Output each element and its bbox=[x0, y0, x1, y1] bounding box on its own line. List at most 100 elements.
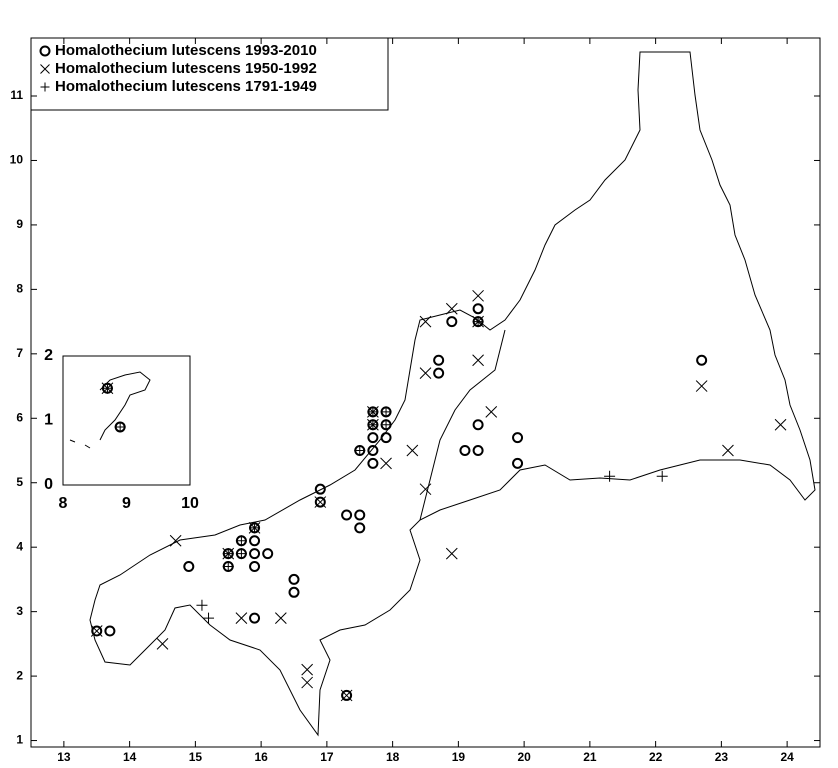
x-tick-label: 15 bbox=[189, 750, 203, 764]
point bbox=[485, 405, 498, 418]
point bbox=[445, 547, 458, 560]
y-tick-label: 6 bbox=[16, 410, 23, 424]
point bbox=[446, 316, 458, 328]
point bbox=[222, 561, 234, 573]
y-tick-label: 1 bbox=[16, 733, 23, 747]
y-tick-label: 10 bbox=[10, 153, 24, 167]
point bbox=[104, 625, 116, 637]
y-tick-label: 8 bbox=[16, 282, 23, 296]
point bbox=[249, 522, 261, 534]
y-tick-label: 0 bbox=[44, 476, 53, 493]
point bbox=[433, 367, 445, 379]
point bbox=[90, 625, 103, 637]
point bbox=[367, 406, 379, 418]
point bbox=[222, 548, 234, 560]
point bbox=[774, 418, 787, 431]
point bbox=[459, 445, 471, 457]
x-tick-label: 9 bbox=[122, 495, 131, 512]
inset-frame bbox=[62, 355, 191, 486]
point bbox=[249, 612, 261, 624]
x-tick-label: 8 bbox=[59, 495, 68, 512]
legend-symbol bbox=[40, 64, 50, 74]
y-tick-label: 7 bbox=[16, 346, 23, 360]
y-tick-label: 9 bbox=[16, 217, 23, 231]
point bbox=[445, 302, 458, 315]
point bbox=[314, 496, 327, 508]
point bbox=[695, 380, 708, 392]
x-tick-label: 20 bbox=[517, 750, 531, 764]
point bbox=[196, 599, 208, 611]
point bbox=[406, 444, 419, 457]
inner-boundary bbox=[419, 329, 506, 521]
point bbox=[604, 470, 616, 482]
point bbox=[512, 432, 524, 444]
y-tick-label: 4 bbox=[16, 539, 23, 553]
point bbox=[235, 612, 248, 624]
point bbox=[472, 354, 484, 367]
point bbox=[433, 354, 445, 366]
x-tick-label: 24 bbox=[780, 750, 794, 764]
legend-symbol bbox=[39, 45, 51, 57]
point bbox=[722, 444, 734, 457]
point bbox=[249, 535, 261, 547]
point bbox=[380, 457, 392, 470]
point bbox=[235, 535, 247, 547]
y-tick-label: 2 bbox=[44, 347, 53, 364]
x-tick-label: 10 bbox=[181, 495, 199, 512]
point bbox=[91, 625, 103, 637]
x-tick-label: 13 bbox=[57, 750, 71, 764]
point bbox=[419, 483, 432, 496]
point bbox=[341, 509, 353, 521]
point bbox=[156, 638, 169, 650]
x-tick-label: 23 bbox=[715, 750, 729, 764]
point bbox=[354, 509, 366, 521]
point bbox=[203, 612, 215, 624]
point bbox=[235, 548, 247, 560]
x-tick-label: 14 bbox=[123, 750, 137, 764]
point bbox=[472, 445, 484, 457]
point bbox=[183, 561, 195, 573]
point bbox=[262, 548, 274, 560]
point bbox=[169, 534, 182, 547]
point bbox=[380, 419, 392, 431]
y-tick-label: 1 bbox=[44, 412, 53, 429]
point bbox=[472, 316, 484, 328]
point bbox=[472, 289, 484, 302]
point bbox=[274, 612, 287, 624]
point bbox=[380, 432, 392, 444]
point bbox=[314, 496, 326, 508]
y-tick-label: 3 bbox=[16, 604, 23, 618]
point bbox=[367, 432, 379, 444]
inset-islands bbox=[69, 371, 151, 449]
county-outline bbox=[89, 51, 816, 737]
x-tick-label: 19 bbox=[452, 750, 466, 764]
point bbox=[419, 367, 432, 380]
point bbox=[696, 354, 708, 366]
y-tick-label: 11 bbox=[10, 88, 23, 102]
point bbox=[114, 421, 126, 433]
point bbox=[367, 445, 379, 457]
legend-label: Homalothecium lutescens 1993-2010 bbox=[55, 42, 317, 59]
point bbox=[288, 573, 300, 585]
map-outline bbox=[69, 51, 816, 737]
point bbox=[512, 457, 524, 469]
point bbox=[314, 483, 326, 495]
point bbox=[380, 406, 392, 418]
point bbox=[301, 663, 314, 676]
x-tick-label: 21 bbox=[583, 750, 597, 764]
legend-box bbox=[30, 37, 389, 111]
y-tick-label: 2 bbox=[16, 668, 23, 682]
point bbox=[367, 419, 379, 431]
point bbox=[101, 382, 113, 394]
point bbox=[301, 676, 314, 689]
point bbox=[354, 445, 366, 457]
legend-symbol bbox=[40, 82, 50, 92]
point bbox=[340, 689, 353, 702]
point bbox=[419, 315, 432, 328]
point bbox=[367, 457, 379, 469]
point bbox=[288, 586, 300, 598]
point bbox=[341, 689, 353, 701]
point bbox=[354, 522, 366, 534]
point bbox=[249, 548, 261, 560]
